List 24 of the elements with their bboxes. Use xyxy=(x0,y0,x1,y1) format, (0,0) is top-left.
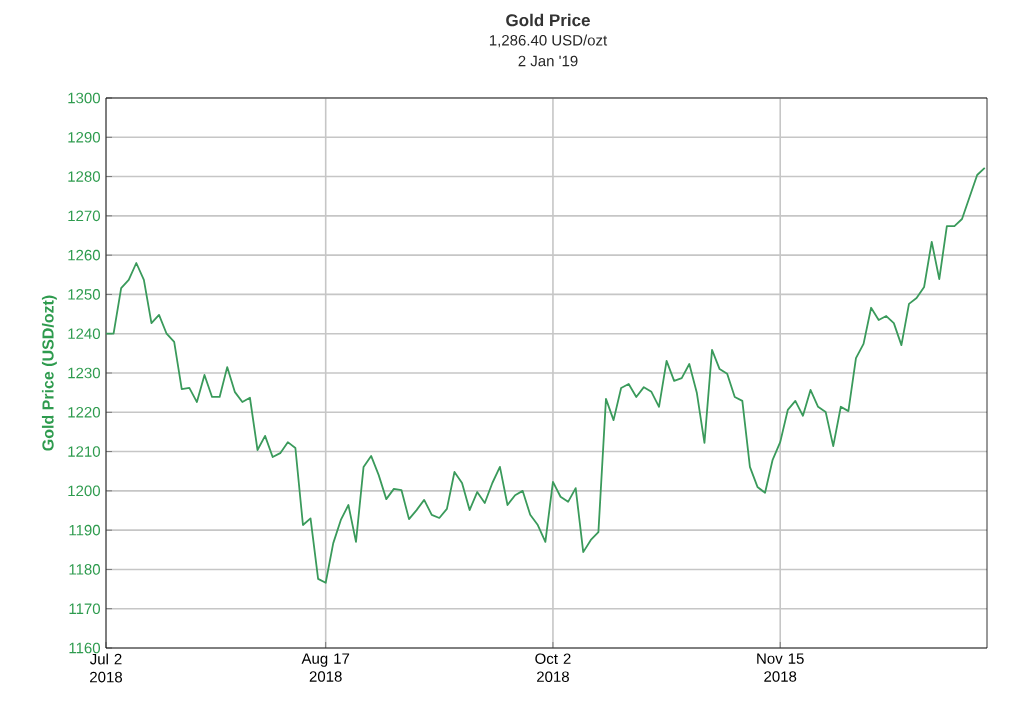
text: 2 Jan '19 xyxy=(518,55,578,67)
y-tick-label: 1250 xyxy=(68,289,100,300)
y-tick-label: 1290 xyxy=(68,131,100,143)
y-tick-label: 1300 xyxy=(68,92,100,104)
x-tick-label: Oct 2 2018 xyxy=(535,653,571,683)
y-tick-label: 1270 xyxy=(68,210,100,222)
x-tick-label: Nov 15 2018 xyxy=(757,653,804,682)
y-tick-label: 1210 xyxy=(68,446,100,457)
line-series xyxy=(106,167,986,584)
y-tick-label: 1200 xyxy=(68,485,100,497)
y-tick-label: 1180 xyxy=(69,564,101,575)
y-tick-label: 1240 xyxy=(68,328,100,340)
y-tick-label: 1280 xyxy=(68,171,100,182)
y-axis-title: Gold Price (USD/ozt) xyxy=(41,295,57,451)
y-tick-label: 1220 xyxy=(68,406,100,418)
x-tick-label: Aug 17 2018 xyxy=(301,653,350,682)
x-tick-label: Jul 2 2018 xyxy=(89,653,123,683)
y-tick-label: 1230 xyxy=(68,367,100,379)
y-tick-label: 1170 xyxy=(69,603,101,615)
y-tick-label: 1260 xyxy=(68,249,100,261)
chart-title: Gold Price xyxy=(506,13,590,27)
chart-subtitle: 1,286.40 USD/ozt xyxy=(489,34,608,48)
y-tick-label: 1190 xyxy=(69,524,101,536)
y-tick-label: 1160 xyxy=(69,642,101,654)
